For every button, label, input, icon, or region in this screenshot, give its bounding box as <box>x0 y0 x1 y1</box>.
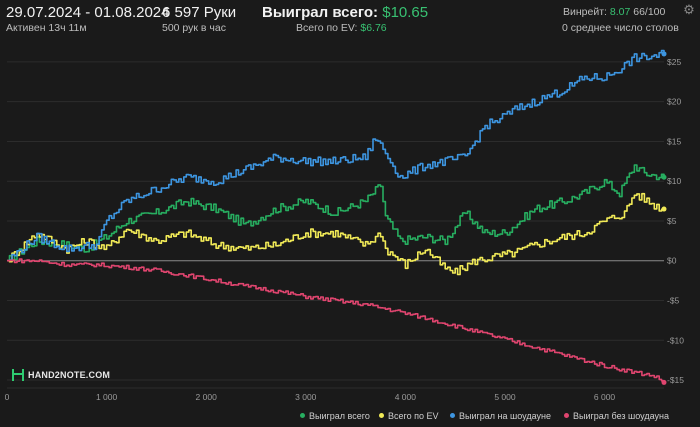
legend-label: Выиграл всего <box>309 411 370 421</box>
series-end-point <box>661 51 667 57</box>
legend-item-nonshowdown[interactable]: Выиграл без шоудауна <box>564 411 669 421</box>
logo-text: HAND2NOTE.COM <box>28 370 111 380</box>
logo: HAND2NOTE.COM <box>12 369 110 381</box>
ev-line <box>7 192 665 276</box>
hands-count: 6 597 Руки <box>162 4 237 21</box>
y-tick-label: $0 <box>667 256 677 266</box>
won-total-label: Выиграл всего: <box>262 4 379 21</box>
y-tick-label: $15 <box>667 136 681 146</box>
active-time: Активен 13ч 11м <box>6 22 87 34</box>
total-line <box>7 164 665 262</box>
legend-dot-icon <box>379 413 384 418</box>
gear-icon[interactable]: ⚙ <box>683 2 695 17</box>
ev-total-label: Всего по EV: <box>296 22 358 34</box>
legend-dot-icon <box>564 413 569 418</box>
winrate: Винрейт: 8.07 66/100 <box>563 6 665 18</box>
y-tick-label: $25 <box>667 57 681 67</box>
x-tick-label: 6 000 <box>594 392 616 402</box>
x-tick-label: 5 000 <box>494 392 516 402</box>
legend-item-total[interactable]: Выиграл всего <box>300 411 370 421</box>
x-tick-label: 3 000 <box>295 392 317 402</box>
winrate-label: Винрейт: <box>563 6 607 18</box>
legend-item-showdown[interactable]: Выиграл на шоудауне <box>450 411 551 421</box>
hands-per-hour: 500 рук в час <box>162 22 226 34</box>
x-axis: 0 1 000 2 000 3 000 4 000 5 000 6 000 <box>5 392 616 402</box>
showdown-line <box>7 49 665 262</box>
x-tick-label: 1 000 <box>96 392 118 402</box>
grid-lines <box>7 61 664 389</box>
ev-total: Всего по EV: $6.76 <box>296 22 387 34</box>
y-tick-label: $10 <box>667 176 681 186</box>
series-lines <box>7 49 667 385</box>
x-tick-label: 4 000 <box>395 392 417 402</box>
ev-total-value: $6.76 <box>360 22 387 34</box>
x-tick-label: 2 000 <box>196 392 218 402</box>
series-end-point <box>661 174 667 180</box>
series-end-point <box>661 379 667 385</box>
legend-item-ev[interactable]: Всего по EV <box>379 411 438 421</box>
legend-dot-icon <box>450 413 455 418</box>
x-tick-label: 0 <box>5 392 10 402</box>
nonshowdown-line <box>7 258 665 383</box>
y-axis: $25 $20 $15 $10 $5 $0 -$5 -$10 -$15 <box>667 57 684 385</box>
logo-mark-icon <box>12 369 24 381</box>
won-total: Выиграл всего: $10.65 <box>262 4 428 21</box>
y-tick-label: $20 <box>667 97 681 107</box>
won-total-value: $10.65 <box>382 4 429 21</box>
legend-label: Выиграл на шоудауне <box>459 411 551 421</box>
legend-label: Выиграл без шоудауна <box>573 411 669 421</box>
y-tick-label: -$10 <box>667 335 684 345</box>
tables-count: 0 среднее число столов <box>562 22 679 34</box>
winrate-value: 8.07 <box>609 6 631 18</box>
winrate-extra: 66/100 <box>633 6 666 18</box>
y-tick-label: -$5 <box>667 296 680 306</box>
legend-label: Всего по EV <box>388 411 439 421</box>
y-tick-label: $5 <box>667 216 677 226</box>
legend-dot-icon <box>300 413 305 418</box>
y-tick-label: -$15 <box>667 375 684 385</box>
date-range: 29.07.2024 - 01.08.2024 <box>6 4 170 21</box>
series-end-point <box>661 206 667 212</box>
